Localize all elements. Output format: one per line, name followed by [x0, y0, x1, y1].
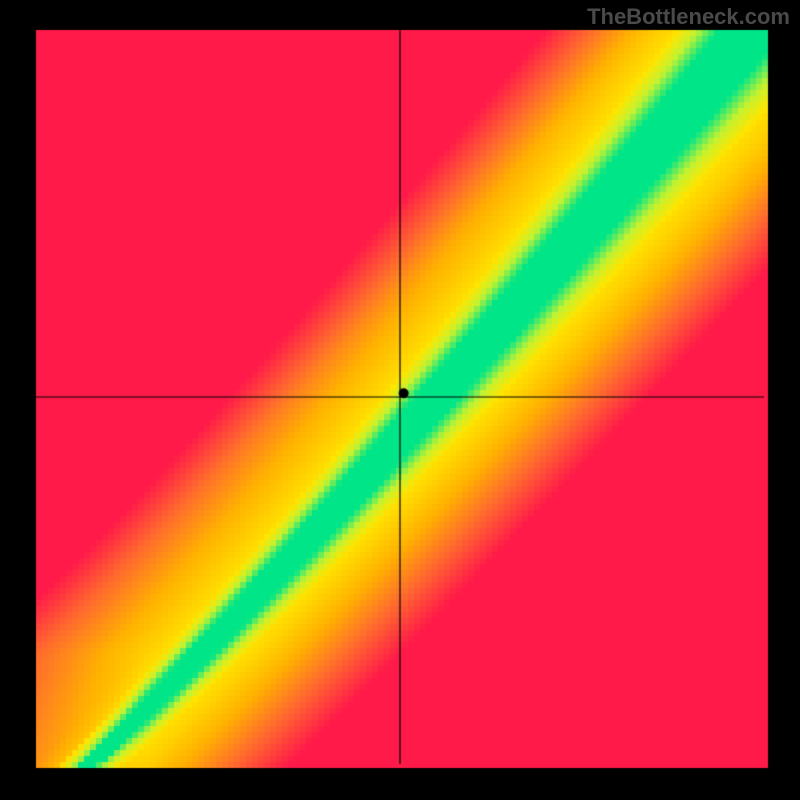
heatmap-canvas	[0, 0, 800, 800]
watermark-text: TheBottleneck.com	[587, 4, 790, 30]
chart-container: TheBottleneck.com	[0, 0, 800, 800]
